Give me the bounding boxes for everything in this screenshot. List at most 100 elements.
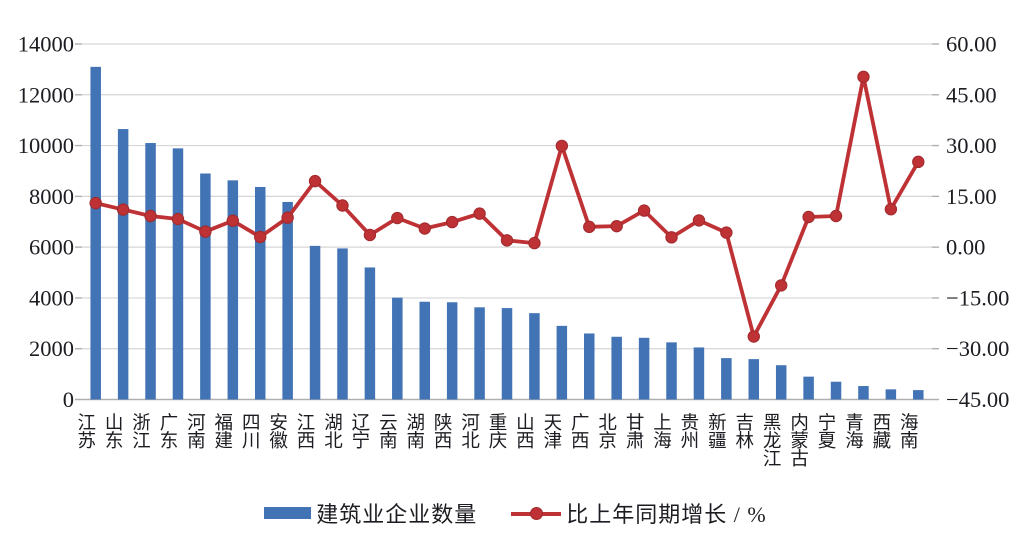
line-point (802, 210, 815, 224)
x-axis-category-label: 苏 (77, 431, 96, 452)
bar (392, 297, 403, 400)
bar-series-swatch (264, 507, 312, 519)
bar (830, 381, 842, 400)
bar (501, 308, 513, 400)
x-axis-category-label: 肃 (626, 431, 645, 452)
right-axis-tick-label: 0.00 (946, 235, 985, 260)
right-axis-tick-label: 15.00 (946, 184, 997, 209)
x-axis-category-label: 北 (324, 431, 343, 452)
x-axis-category-label: 广 (571, 413, 590, 434)
bar (254, 186, 266, 400)
bar (858, 386, 869, 400)
line-point (281, 211, 294, 224)
line-point (308, 174, 322, 188)
line-point (912, 155, 925, 169)
x-axis-category-label: 云 (379, 414, 398, 434)
line-point (747, 330, 760, 343)
x-axis-category-label: 西 (873, 414, 892, 434)
bar (913, 390, 924, 400)
x-axis-category-label: 津 (544, 431, 563, 452)
bar (172, 148, 184, 400)
x-axis-category-label: 安 (269, 413, 288, 434)
line-point (391, 211, 404, 225)
x-axis-category-label: 藏 (873, 431, 892, 452)
bar (117, 129, 129, 400)
bar (721, 358, 732, 400)
x-axis-category-label: 天 (544, 414, 563, 434)
bar (364, 267, 376, 400)
line-point (144, 209, 157, 223)
x-axis-category-label: 川 (242, 432, 261, 452)
bar (666, 342, 677, 400)
line-point (720, 226, 733, 239)
line-point (336, 199, 349, 212)
x-axis-category-label: 贵 (681, 413, 700, 434)
bar (748, 359, 760, 400)
x-axis-category-label: 浙 (132, 413, 151, 434)
x-axis-category-label: 江 (297, 413, 316, 434)
x-axis-category-label: 州 (681, 432, 700, 452)
x-axis-category-label: 山 (516, 413, 535, 434)
bar (693, 347, 705, 400)
right-axis-tick-label: −45.00 (946, 387, 1009, 412)
left-axis-tick-label: 10000 (18, 133, 74, 158)
left-axis-tick-label: 12000 (18, 82, 74, 107)
x-axis-category-label: 北 (598, 413, 617, 434)
x-axis-category-label: 东 (105, 431, 124, 452)
line-point (418, 222, 431, 235)
x-axis-category-label: 蒙 (790, 431, 809, 452)
legend-item-bar-series: 建筑业企业数量 (264, 497, 477, 529)
line-series-swatch (511, 506, 562, 520)
chart-legend: 建筑业企业数量 比上年同期增长 / % (0, 496, 1031, 530)
x-axis-category-label: 南 (379, 431, 398, 452)
line-point (445, 215, 459, 229)
bar (282, 201, 293, 400)
x-axis-category-label: 江 (77, 413, 96, 434)
bar (309, 245, 321, 400)
line-point (89, 196, 102, 210)
x-axis-category-label: 江 (132, 431, 151, 452)
line-point (116, 203, 130, 216)
x-axis-category-label: 林 (736, 431, 755, 452)
combo-chart-plot: 14000 60.00 12000 45.00 10000 30.00 8000 15.00 6… (18, 32, 1010, 471)
bar (337, 248, 348, 400)
bar (200, 173, 211, 400)
x-axis-category-label: 辽 (352, 413, 371, 434)
bar (611, 336, 622, 400)
x-axis-category-label: 夏 (818, 432, 837, 452)
x-axis-category-label: 四 (242, 414, 261, 434)
left-axis-tick-label: 6000 (29, 235, 74, 260)
bar (803, 376, 814, 400)
x-axis-category-label: 龙 (763, 431, 782, 452)
x-axis-category-label: 建 (215, 431, 234, 452)
x-axis-category-label: 上 (653, 413, 672, 434)
x-axis-category-label: 海 (845, 431, 864, 452)
bar-series-label: 建筑业企业数量 (316, 502, 478, 527)
bar (638, 337, 650, 400)
left-axis-tick-label: 8000 (29, 184, 74, 209)
line-point (226, 214, 240, 227)
right-axis-tick-label: 45.00 (946, 82, 997, 107)
x-axis-category-label: 西 (434, 432, 453, 452)
x-axis-category-label: 西 (297, 432, 316, 452)
bar (885, 389, 897, 400)
x-axis-category-label: 福 (215, 413, 234, 434)
line-point (774, 279, 788, 292)
bar (529, 313, 540, 400)
bar (446, 302, 458, 400)
x-axis-category-label: 东 (160, 431, 179, 452)
bar (90, 66, 101, 400)
x-axis-category-label: 新 (708, 413, 727, 434)
line-point (637, 204, 651, 217)
bar (775, 365, 787, 400)
x-axis-category-label: 海 (900, 413, 919, 434)
line-point (692, 214, 706, 227)
line-point (555, 139, 569, 153)
x-axis-category-label: 西 (571, 432, 590, 452)
left-axis-tick-label: 0 (63, 387, 74, 412)
x-axis-category-label: 河 (187, 413, 206, 434)
line-point (363, 228, 377, 242)
x-axis-category-label: 山 (105, 413, 124, 434)
right-axis-tick-label: −30.00 (946, 336, 1009, 361)
